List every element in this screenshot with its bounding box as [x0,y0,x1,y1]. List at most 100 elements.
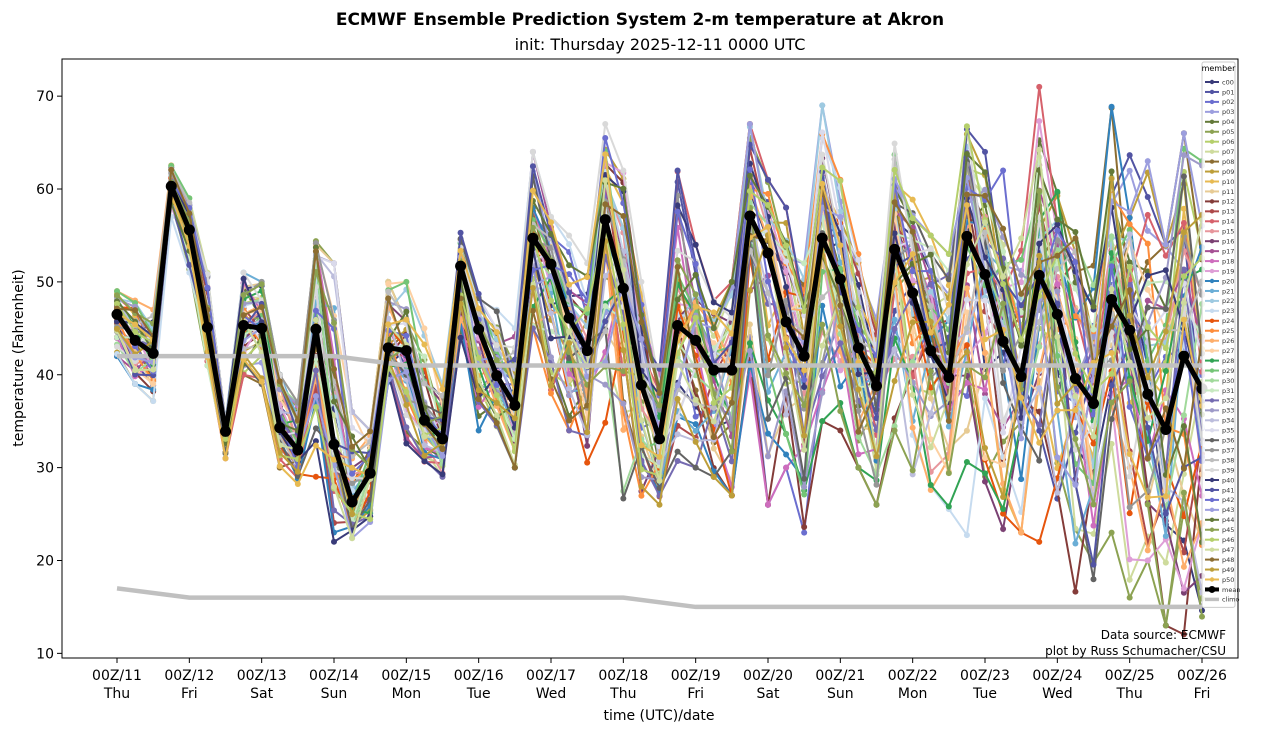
member-point-p39 [1126,473,1133,480]
member-point-p39 [638,278,645,285]
member-point-p48 [385,295,392,302]
member-point-p20 [837,383,844,390]
legend-label-p35: p35 [1222,427,1234,435]
member-point-p44 [1018,342,1025,349]
member-point-p48 [945,417,952,424]
member-point-p50 [566,281,573,288]
member-point-p39 [819,151,826,158]
member-point-p39 [1000,418,1007,425]
legend-marker-p02 [1209,99,1215,105]
member-point-p47 [602,177,609,184]
member-point-p47 [620,266,627,273]
member-point-p45 [656,402,663,409]
member-point-p49 [963,349,970,356]
member-point-p48 [1126,287,1133,294]
legend-marker-p10 [1209,179,1215,184]
mean-point [563,312,575,324]
member-point-p45 [945,470,952,477]
mean-point [1178,350,1190,362]
member-point-p18 [783,464,790,471]
member-point-p27 [710,340,717,347]
member-point-p05 [1108,529,1115,536]
member-point-p17 [1144,297,1151,304]
member-point-p44 [1054,216,1061,223]
member-point-p33 [1054,288,1061,295]
x-tick-day-label: Tue [466,686,491,702]
member-point-p37 [349,480,356,487]
legend-marker-p09 [1209,169,1215,174]
member-point-p46 [367,516,374,523]
mean-point [256,322,268,334]
member-point-p34 [1126,231,1133,238]
member-point-p26 [927,486,934,493]
member-point-p49 [1162,328,1169,335]
member-point-p45 [493,357,500,364]
member-point-p43 [1144,158,1151,165]
member-point-p35 [855,257,862,264]
legend-marker-p38 [1209,457,1215,463]
member-point-p32 [674,457,681,464]
member-point-p19 [783,267,790,274]
member-point-p16 [584,442,591,449]
member-point-p26 [963,285,970,292]
member-point-p47 [909,391,916,398]
climo-line-lower [116,586,1202,610]
member-point-p45 [692,291,699,298]
member-point-p48 [439,446,446,453]
legend-label-p08: p08 [1222,158,1234,166]
x-tick-day-label: Tue [972,686,997,702]
member-point-p48 [493,419,500,426]
member-point-p47 [1036,146,1043,153]
member-point-p42 [493,381,500,388]
mean-point [364,467,376,479]
mean-point [437,433,448,445]
member-point-p12 [1180,631,1187,638]
member-point-p40 [439,471,446,478]
mean-point [238,320,250,332]
member-point-p36 [674,448,681,455]
mean-point [726,364,738,376]
member-point-p32 [312,367,319,374]
member-point-p47 [312,316,319,323]
mean-point [201,321,213,333]
member-point-p28 [1054,188,1061,195]
legend-marker-p19 [1209,268,1215,274]
legend-label-p04: p04 [1222,118,1234,126]
member-point-p48 [728,399,735,406]
member-point-p49 [891,377,898,384]
member-point-p49 [114,325,120,332]
member-point-p45 [783,370,790,377]
mean-point [509,399,521,411]
member-point-p33 [765,453,771,460]
member-point-p32 [331,507,337,514]
mean-point [816,232,828,244]
member-point-p46 [1000,280,1007,287]
member-point-p50 [529,187,536,194]
member-point-p23 [982,395,988,402]
member-point-p47 [1180,299,1187,306]
member-point-p14 [1180,219,1187,226]
legend-label-p17: p17 [1222,247,1234,255]
y-tick-label: 60 [36,182,54,198]
mean-point [635,379,647,391]
member-point-p42 [692,261,699,268]
mean-point [581,345,593,357]
legend-label-p10: p10 [1222,178,1234,186]
x-tick-label: 00Z/19 [671,668,721,684]
member-point-p22 [837,208,844,215]
legend-marker-mean [1208,585,1216,593]
member-point-p47 [982,219,988,226]
legend-marker-p23 [1209,308,1215,314]
legend-marker-p42 [1209,497,1215,503]
member-point-p39 [529,148,536,155]
legend-marker-p40 [1209,477,1215,483]
member-point-p39 [493,342,500,349]
legend-label-p19: p19 [1222,267,1234,275]
legend-label-p14: p14 [1222,218,1234,226]
member-point-p48 [855,428,862,435]
member-point-p42 [204,284,211,291]
legend-label-p26: p26 [1222,337,1234,345]
member-point-p35 [982,297,988,304]
member-point-p28 [1162,367,1169,374]
legend-marker-p27 [1209,348,1215,353]
